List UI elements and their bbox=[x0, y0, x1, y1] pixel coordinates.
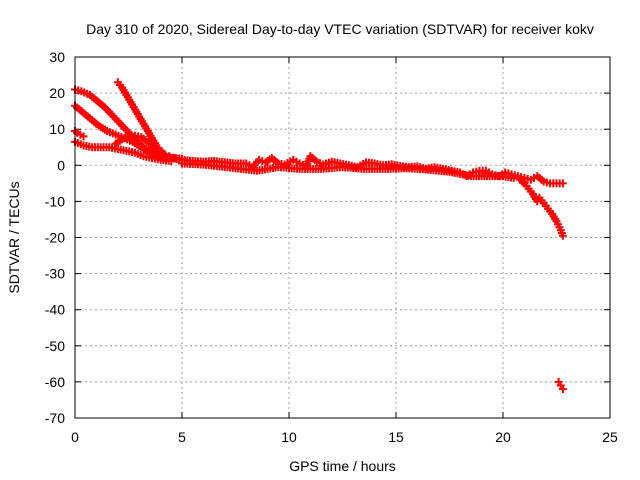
y-tick-label: -50 bbox=[45, 338, 65, 354]
y-axis-label: SDTVAR / TECUs bbox=[6, 181, 22, 293]
data-point bbox=[558, 385, 567, 394]
data-point bbox=[79, 132, 88, 141]
x-axis-label: GPS time / hours bbox=[289, 458, 396, 474]
x-tick-label: 5 bbox=[178, 429, 186, 445]
data-point bbox=[509, 173, 518, 182]
x-tick-label: 20 bbox=[495, 429, 511, 445]
y-tick-label: -30 bbox=[45, 266, 65, 282]
plot-frame bbox=[74, 56, 611, 419]
y-tick-label: -20 bbox=[45, 230, 65, 246]
y-tick-label: 20 bbox=[49, 85, 65, 101]
y-tick-label: 30 bbox=[49, 49, 65, 65]
x-tick-label: 15 bbox=[388, 429, 404, 445]
grid bbox=[75, 57, 610, 418]
y-tick-label: 10 bbox=[49, 121, 65, 137]
y-tick-label: -10 bbox=[45, 193, 65, 209]
x-tick-label: 0 bbox=[71, 429, 79, 445]
y-tick-label: -70 bbox=[45, 410, 65, 426]
y-tick-label: -60 bbox=[45, 374, 65, 390]
data-point bbox=[558, 231, 567, 240]
data-point bbox=[558, 179, 567, 188]
y-tick-label: 0 bbox=[57, 157, 65, 173]
x-tick-label: 10 bbox=[281, 429, 297, 445]
x-tick-label: 25 bbox=[602, 429, 618, 445]
axis-ticks: 0 5 10 15 20 25 30 20 10 0 -10 -20 -30 -40 -50 -60 -70 bbox=[45, 49, 618, 445]
chart-title: Day 310 of 2020, Sidereal Day-to-day VTE… bbox=[86, 21, 594, 37]
data-points bbox=[71, 78, 567, 394]
y-tick-label: -40 bbox=[45, 302, 65, 318]
